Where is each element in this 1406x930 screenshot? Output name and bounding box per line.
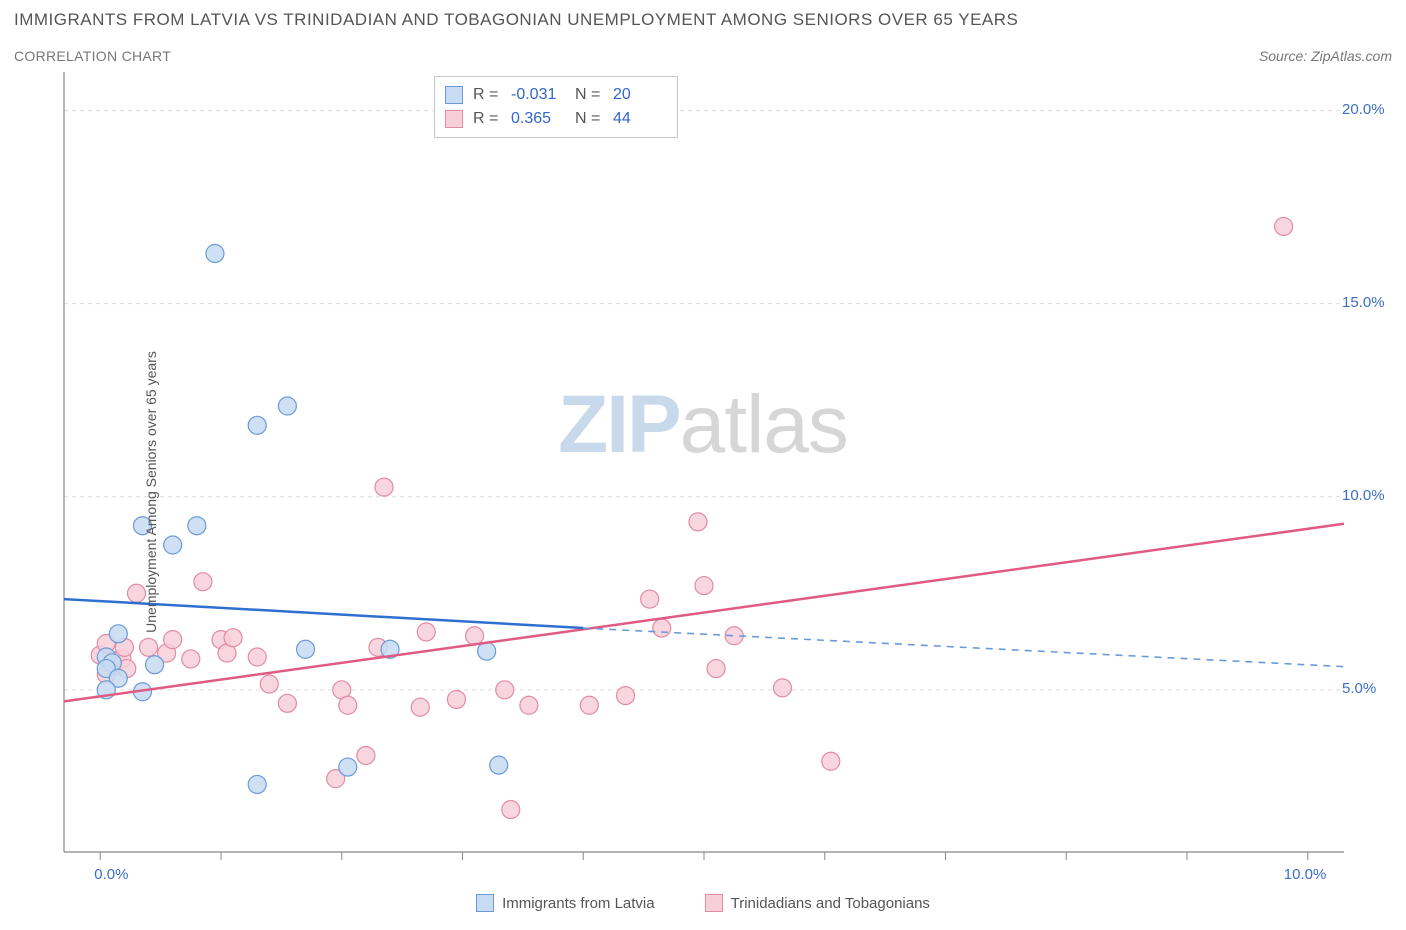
y-axis-label: Unemployment Among Seniors over 65 years xyxy=(143,351,159,633)
y-tick-label: 5.0% xyxy=(1342,680,1390,697)
stats-row-trinidad: R = 0.365 N = 44 xyxy=(445,107,667,131)
chart-subtitle: CORRELATION CHART xyxy=(14,48,171,64)
source-label: Source: ZipAtlas.com xyxy=(1259,48,1392,64)
stats-r-label: R = xyxy=(473,83,501,107)
legend-swatch-trinidad xyxy=(705,894,723,912)
legend-label-trinidad: Trinidadians and Tobagonians xyxy=(731,895,930,912)
stats-n-latvia: 20 xyxy=(613,83,667,107)
stats-swatch-latvia xyxy=(445,86,463,104)
y-tick-label: 15.0% xyxy=(1342,294,1390,311)
legend-item-trinidad: Trinidadians and Tobagonians xyxy=(705,894,930,912)
x-tick-label: 10.0% xyxy=(1284,866,1327,883)
legend-swatch-latvia xyxy=(476,894,494,912)
stats-r-label: R = xyxy=(473,107,501,131)
stats-row-latvia: R = -0.031 N = 20 xyxy=(445,83,667,107)
bottom-legend: Immigrants from Latvia Trinidadians and … xyxy=(14,894,1392,912)
stats-swatch-trinidad xyxy=(445,110,463,128)
chart-area: Unemployment Among Seniors over 65 years… xyxy=(14,72,1392,912)
chart-title: IMMIGRANTS FROM LATVIA VS TRINIDADIAN AN… xyxy=(14,10,1392,30)
stats-n-label: N = xyxy=(575,107,603,131)
x-tick-label: 0.0% xyxy=(94,866,128,883)
legend-label-latvia: Immigrants from Latvia xyxy=(502,895,655,912)
legend-item-latvia: Immigrants from Latvia xyxy=(476,894,655,912)
scatter-chart-svg xyxy=(14,72,1392,912)
y-tick-label: 10.0% xyxy=(1342,487,1390,504)
stats-n-label: N = xyxy=(575,83,603,107)
stats-r-latvia: -0.031 xyxy=(511,83,565,107)
stats-r-trinidad: 0.365 xyxy=(511,107,565,131)
subtitle-row: CORRELATION CHART Source: ZipAtlas.com xyxy=(14,48,1392,64)
y-tick-label: 20.0% xyxy=(1342,101,1390,118)
correlation-stats-box: R = -0.031 N = 20 R = 0.365 N = 44 xyxy=(434,76,678,138)
stats-n-trinidad: 44 xyxy=(613,107,667,131)
